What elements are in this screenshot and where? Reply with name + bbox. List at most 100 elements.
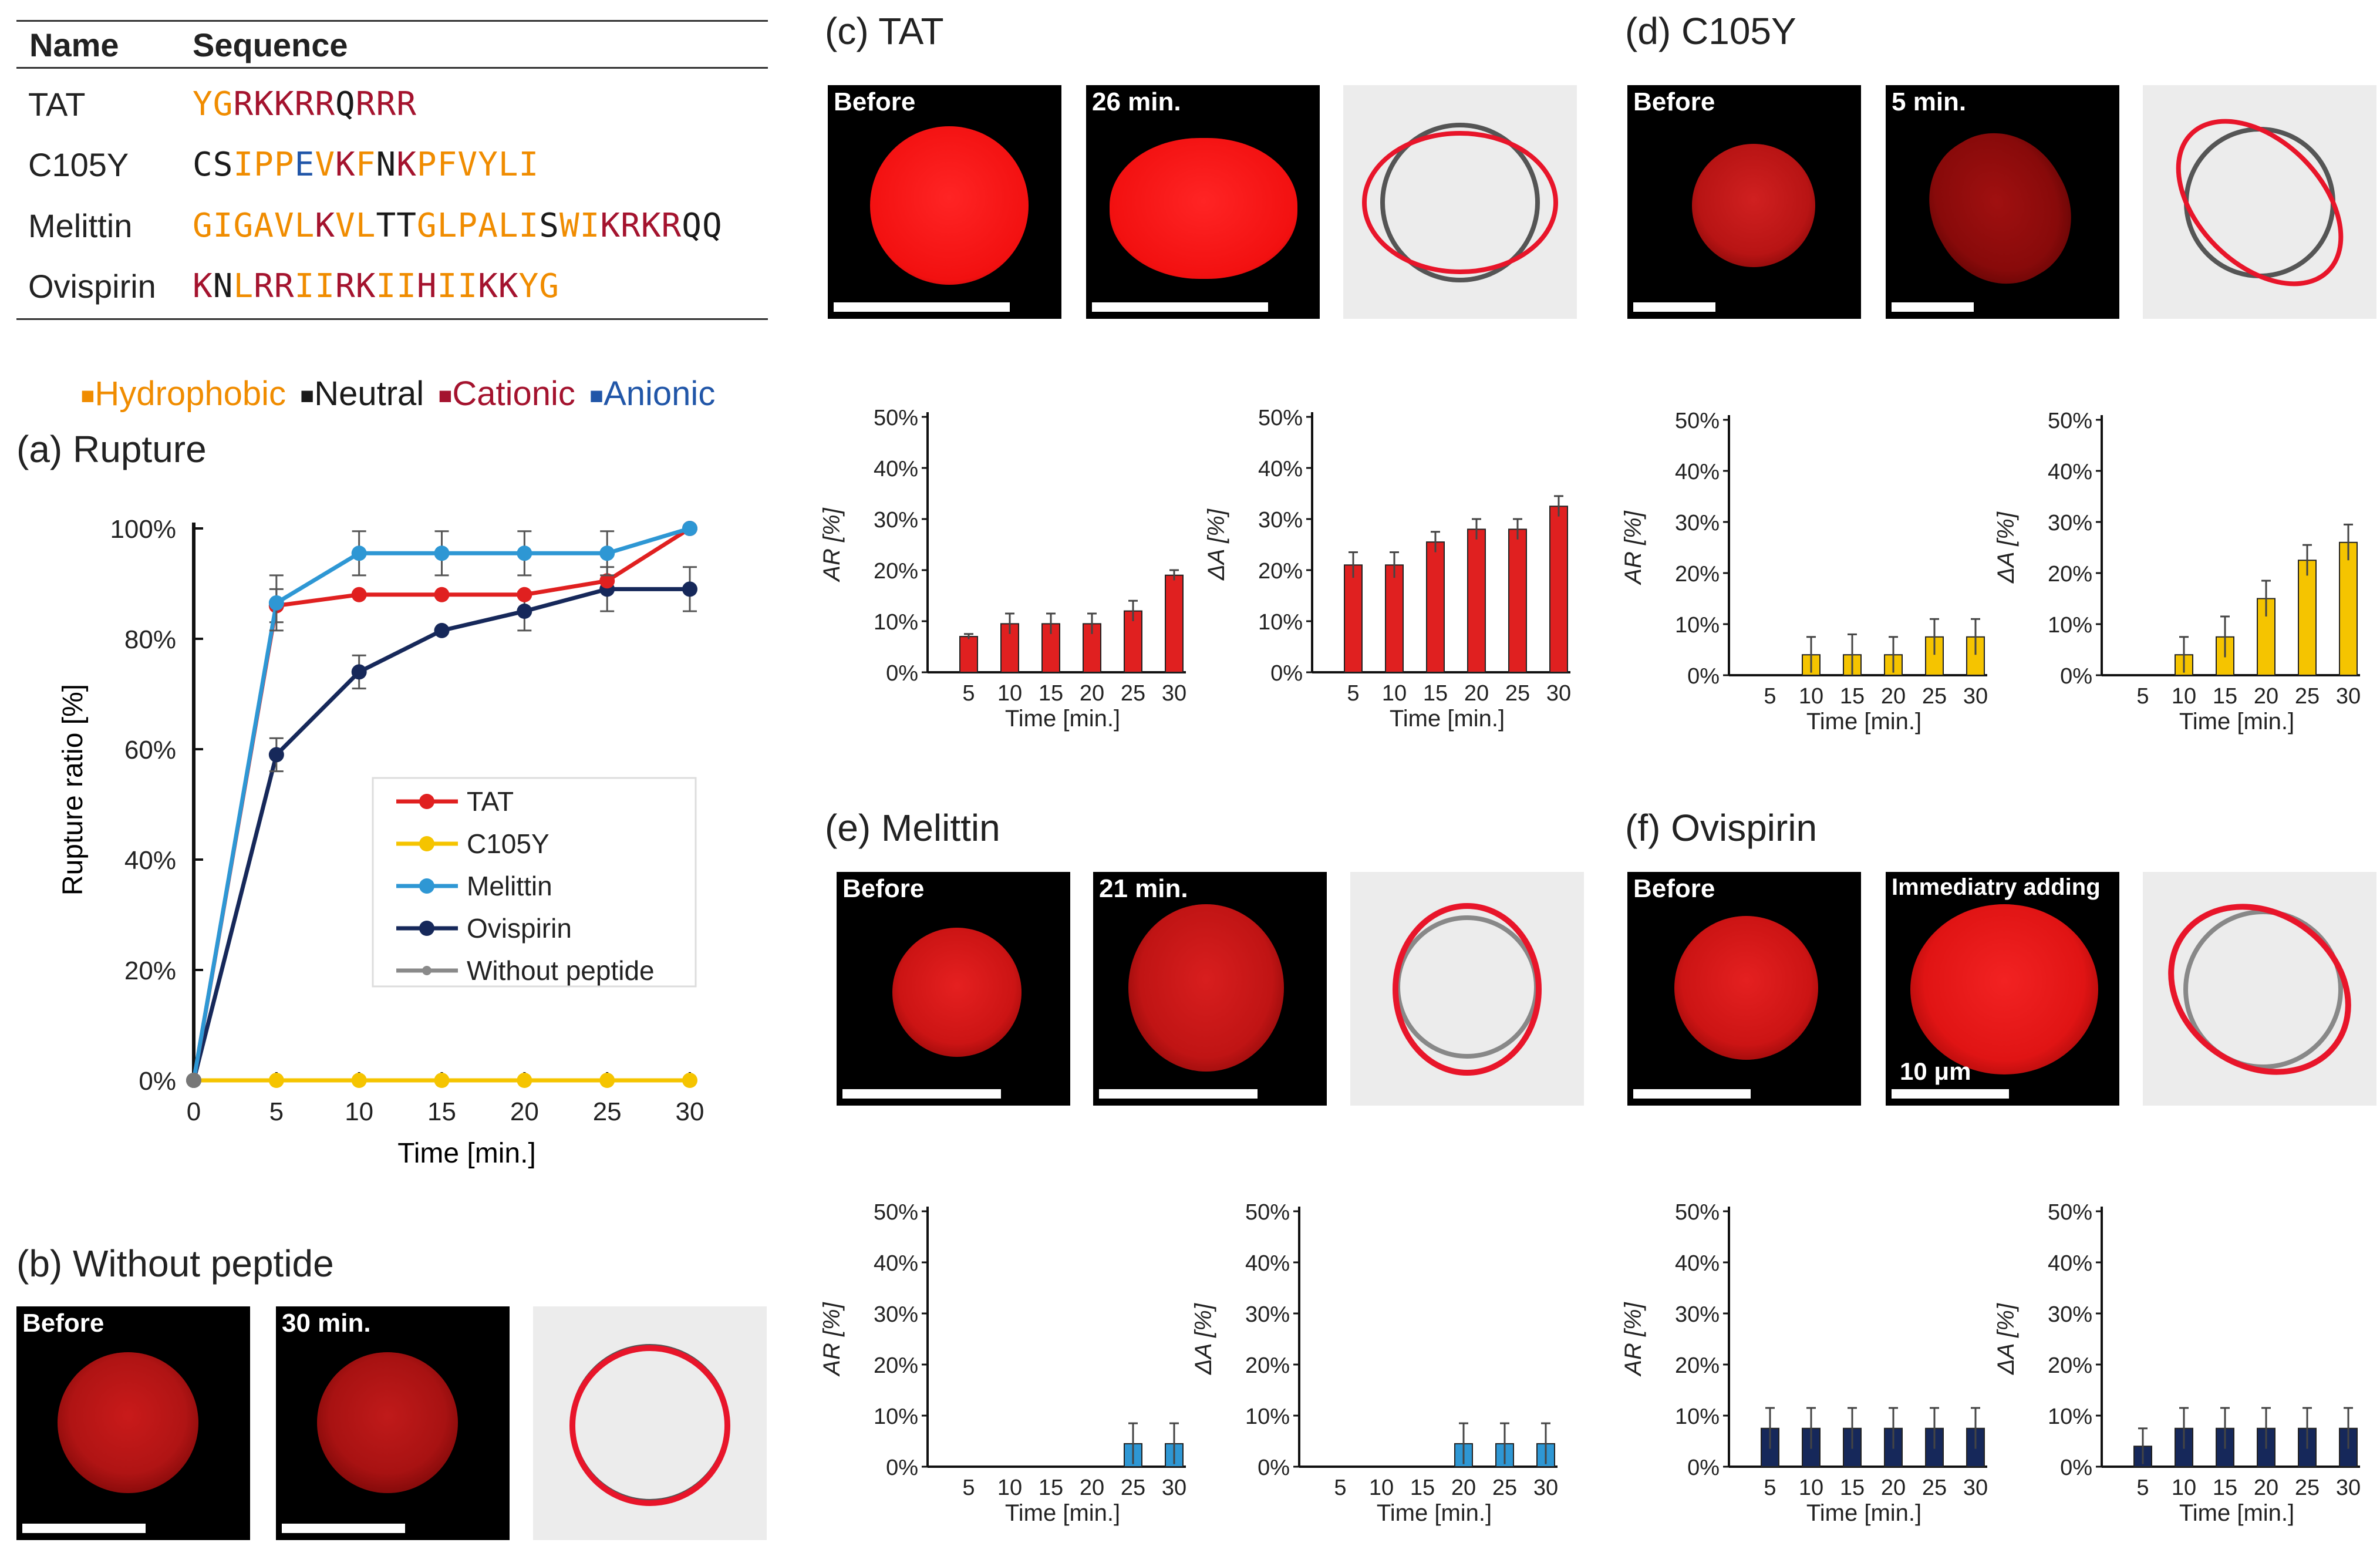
y-tick-label: 0% bbox=[1258, 1456, 1290, 1480]
residue: R bbox=[315, 85, 336, 123]
residue: K bbox=[498, 267, 519, 305]
y-tick-label: 10% bbox=[1675, 613, 1720, 638]
scale-bar bbox=[1099, 1089, 1258, 1099]
x-axis-label: Time [min.] bbox=[1806, 1500, 1921, 1526]
residue: I bbox=[518, 207, 540, 245]
bar bbox=[2298, 560, 2317, 676]
micro-label: Before bbox=[834, 87, 916, 116]
residue: Y bbox=[193, 85, 213, 123]
x-tick-label: 15 bbox=[1039, 1475, 1063, 1500]
vesicle-cell bbox=[892, 928, 1022, 1057]
residue: K bbox=[315, 207, 336, 245]
y-tick-label: 80% bbox=[124, 625, 176, 654]
data-point bbox=[599, 573, 615, 589]
y-tick-label: 0% bbox=[1270, 661, 1303, 686]
x-tick-label: 5 bbox=[962, 681, 975, 706]
residue: R bbox=[335, 267, 356, 305]
y-tick-label: 20% bbox=[1245, 1353, 1290, 1378]
residue: E bbox=[294, 146, 315, 184]
residue: R bbox=[355, 85, 376, 123]
bar-chart-ovispirin-da: 0% 10% 20% 30% 40% 50% ΔA [%] 5 10 15 20 25 30 Time [… bbox=[1993, 1200, 2361, 1526]
scale-bar bbox=[1633, 1089, 1751, 1099]
residue: I bbox=[315, 267, 336, 305]
scale-bar bbox=[22, 1524, 146, 1533]
x-tick-label: 20 bbox=[1451, 1475, 1476, 1500]
legend-marker bbox=[419, 921, 434, 936]
residue: K bbox=[274, 85, 295, 123]
panel-b-title: (b) Without peptide bbox=[16, 1242, 334, 1285]
bar-chart-c105y-ar: 0% 10% 20% 30% 40% 50% AR [%] 5 10 15 20 25 30 Time [… bbox=[1620, 409, 1988, 735]
y-tick-label: 0% bbox=[139, 1067, 176, 1096]
residue: L bbox=[233, 267, 254, 305]
residue: G bbox=[416, 207, 437, 245]
header-sequence: Sequence bbox=[193, 26, 348, 63]
residue: G bbox=[233, 207, 254, 245]
residue: W bbox=[559, 207, 580, 245]
residue: S bbox=[539, 207, 559, 245]
bar bbox=[1549, 506, 1568, 673]
micro-e-after: 21 min. bbox=[1093, 872, 1327, 1106]
legend-anionic: ■Anionic bbox=[589, 375, 716, 413]
x-tick-label: 25 bbox=[2295, 684, 2320, 709]
x-tick-label: 5 bbox=[2136, 684, 2149, 709]
legend-label: TAT bbox=[467, 786, 514, 817]
y-tick-label: 50% bbox=[2048, 409, 2092, 433]
y-tick-label: 20% bbox=[2048, 562, 2092, 587]
x-tick-label: 25 bbox=[1121, 681, 1145, 706]
x-axis-label: Time [min.] bbox=[2179, 1500, 2294, 1526]
data-point bbox=[599, 1073, 615, 1088]
x-tick-label: 30 bbox=[2336, 684, 2361, 709]
y-axis-label: AR [%] bbox=[819, 507, 845, 582]
x-tick-label: 25 bbox=[1505, 681, 1530, 706]
data-point bbox=[351, 587, 367, 602]
x-tick-label: 10 bbox=[1799, 1475, 1823, 1500]
residue: R bbox=[661, 207, 682, 245]
y-axis-label: AR [%] bbox=[1620, 510, 1646, 585]
x-tick-label: 30 bbox=[1162, 681, 1186, 706]
micro-d-before: Before bbox=[1627, 85, 1861, 319]
y-axis-label: ΔA [%] bbox=[1993, 1303, 2019, 1375]
data-point bbox=[682, 581, 697, 597]
y-tick-label: 20% bbox=[1675, 562, 1720, 587]
legend-marker bbox=[419, 836, 434, 851]
y-axis-label: AR [%] bbox=[819, 1302, 845, 1376]
y-tick-label: 30% bbox=[2048, 511, 2092, 535]
residue-class-legend: ■Hydrophobic ■Neutral ■Cationic ■Anionic bbox=[62, 335, 715, 413]
y-tick-label: 20% bbox=[2048, 1353, 2092, 1378]
row-name-ovispirin: Ovispirin bbox=[28, 268, 156, 305]
bar-chart-melittin-ar: 0% 10% 20% 30% 40% 50% AR [%] 5 10 15 20 25 30 Time [… bbox=[819, 1200, 1186, 1526]
y-tick-label: 40% bbox=[124, 846, 176, 875]
residue: V bbox=[457, 146, 478, 184]
vesicle-cell bbox=[1903, 108, 2097, 309]
y-tick-label: 10% bbox=[2048, 1404, 2092, 1429]
bar-chart-ovispirin-ar: 0% 10% 20% 30% 40% 50% AR [%] 5 10 15 20 25 30 Time [… bbox=[1620, 1200, 1988, 1526]
y-tick-label: 0% bbox=[2060, 664, 2092, 689]
rupture-line-chart: Rupture ratio [%] Time [min.] 0% 20% 40% 60… bbox=[58, 515, 704, 1169]
x-tick-label: 25 bbox=[1492, 1475, 1517, 1500]
vesicle-cell bbox=[1674, 916, 1818, 1060]
residue: N bbox=[376, 146, 397, 184]
residue: P bbox=[416, 146, 437, 184]
residue: K bbox=[640, 207, 662, 245]
residue: Q bbox=[702, 207, 723, 245]
legend-label: Without peptide bbox=[467, 955, 655, 986]
residue: I bbox=[233, 146, 254, 184]
residue: P bbox=[254, 146, 274, 184]
y-tick-label: 50% bbox=[874, 1200, 918, 1225]
x-tick-label: 30 bbox=[1546, 681, 1571, 706]
residue: C bbox=[193, 146, 213, 184]
micro-b-after: 30 min. bbox=[276, 1306, 510, 1540]
y-tick-label: 10% bbox=[2048, 613, 2092, 638]
legend-label: C105Y bbox=[467, 828, 550, 859]
x-tick-label: 10 bbox=[1799, 684, 1823, 709]
y-tick-label: 40% bbox=[874, 457, 918, 481]
x-tick-label: 20 bbox=[2254, 1475, 2278, 1500]
panel-c-title: (c) TAT bbox=[825, 10, 944, 52]
y-tick-label: 10% bbox=[1258, 610, 1303, 635]
row-sequence-melittin: GIGAVLKVLTTGLPALISWIKRKRQQ bbox=[193, 207, 723, 245]
y-tick-label: 10% bbox=[874, 610, 918, 635]
y-tick-label: 0% bbox=[1687, 664, 1720, 689]
vesicle-cell bbox=[1910, 904, 2098, 1074]
data-point bbox=[517, 587, 532, 602]
residue: P bbox=[274, 146, 295, 184]
